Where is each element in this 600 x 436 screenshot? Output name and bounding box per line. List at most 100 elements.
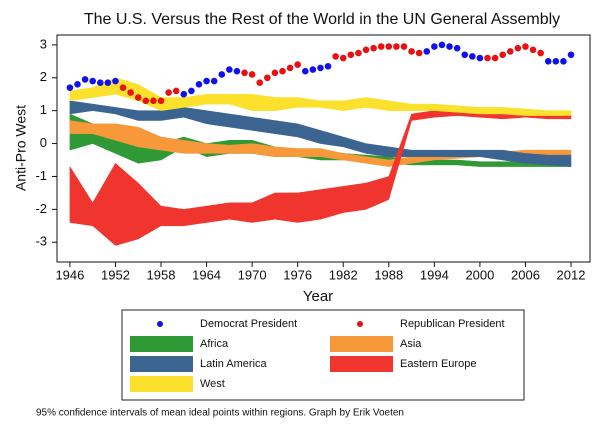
president-point bbox=[476, 54, 484, 62]
president-point bbox=[446, 43, 453, 50]
president-point bbox=[499, 51, 506, 59]
plot-frame bbox=[56, 34, 591, 263]
president-point bbox=[66, 84, 74, 91]
y-tick-label: 1 bbox=[40, 102, 47, 117]
legend-symbol bbox=[157, 321, 163, 327]
legend-symbol bbox=[330, 336, 393, 352]
president-point bbox=[172, 87, 180, 95]
confidence-band bbox=[69, 77, 572, 116]
president-point bbox=[233, 67, 241, 75]
president-point bbox=[271, 69, 279, 77]
president-point bbox=[96, 79, 104, 87]
legend-symbol bbox=[357, 321, 363, 327]
y-tick-label: -3 bbox=[35, 234, 47, 249]
president-point bbox=[165, 89, 172, 96]
y-tick-label: 2 bbox=[40, 69, 47, 84]
president-point bbox=[362, 46, 370, 54]
president-point bbox=[264, 74, 271, 82]
president-point bbox=[431, 43, 438, 50]
president-point bbox=[347, 51, 355, 59]
legend-label: Eastern Europe bbox=[400, 358, 476, 370]
x-tick-label: 1958 bbox=[147, 267, 176, 282]
x-tick-label: 1994 bbox=[420, 267, 449, 282]
president-point bbox=[415, 49, 423, 57]
president-point bbox=[567, 51, 575, 59]
legend-symbol bbox=[130, 376, 193, 392]
x-tick-label: 1976 bbox=[283, 267, 312, 282]
president-point bbox=[104, 79, 112, 87]
president-point bbox=[241, 69, 248, 77]
legend-label: Latin America bbox=[200, 358, 268, 370]
president-point bbox=[552, 58, 560, 65]
president-point bbox=[324, 62, 332, 70]
president-point bbox=[309, 66, 317, 73]
president-point bbox=[332, 53, 339, 60]
x-tick-label: 1970 bbox=[238, 267, 267, 282]
president-point bbox=[370, 44, 377, 52]
x-tick-label: 1988 bbox=[374, 267, 403, 282]
legend-label: Democrat President bbox=[200, 318, 297, 330]
president-point bbox=[339, 54, 347, 62]
president-point bbox=[89, 77, 96, 85]
legend-label: West bbox=[200, 378, 225, 390]
president-point bbox=[157, 97, 165, 105]
president-point bbox=[286, 64, 294, 72]
legend-label: Republican President bbox=[400, 318, 505, 330]
president-point bbox=[393, 43, 400, 50]
president-point bbox=[484, 54, 491, 62]
president-point bbox=[438, 41, 446, 49]
president-point bbox=[408, 48, 415, 55]
legend-box bbox=[121, 309, 525, 401]
president-point bbox=[188, 87, 195, 95]
president-point bbox=[537, 49, 544, 57]
president-point bbox=[127, 89, 134, 96]
president-point bbox=[142, 97, 150, 105]
president-point bbox=[294, 61, 301, 68]
x-tick-label: 1952 bbox=[101, 267, 130, 282]
president-point bbox=[248, 71, 256, 78]
president-point bbox=[226, 66, 233, 73]
legend-symbol bbox=[130, 356, 193, 372]
president-point bbox=[529, 46, 537, 54]
president-point bbox=[506, 48, 514, 55]
president-point bbox=[514, 44, 522, 52]
y-tick-label: -1 bbox=[35, 168, 47, 183]
president-point bbox=[469, 53, 476, 60]
x-tick-label: 1964 bbox=[192, 267, 221, 282]
president-point bbox=[218, 71, 226, 78]
y-tick-label: 0 bbox=[40, 135, 47, 150]
president-point bbox=[134, 94, 142, 101]
legend-label: Africa bbox=[200, 338, 229, 350]
president-point bbox=[74, 81, 81, 88]
president-point bbox=[279, 67, 286, 75]
president-point bbox=[544, 58, 552, 65]
x-tick-label: 2012 bbox=[557, 267, 586, 282]
president-point bbox=[210, 77, 218, 85]
chart-title: The U.S. Versus the Rest of the World in… bbox=[84, 11, 560, 28]
president-point bbox=[317, 64, 324, 72]
president-point bbox=[453, 44, 461, 52]
x-axis-label: Year bbox=[303, 288, 333, 305]
president-point bbox=[301, 67, 309, 75]
president-point bbox=[256, 79, 264, 87]
x-tick-label: 1982 bbox=[329, 267, 358, 282]
confidence-band bbox=[69, 100, 572, 167]
x-tick-label: 2000 bbox=[465, 267, 494, 282]
x-tick-label: 1946 bbox=[55, 267, 84, 282]
president-point bbox=[81, 76, 89, 83]
president-point bbox=[180, 90, 188, 98]
y-axis-label: Anti-Pro West bbox=[13, 105, 29, 191]
president-point bbox=[423, 48, 431, 55]
president-point bbox=[377, 43, 385, 50]
president-point bbox=[491, 54, 499, 62]
president-point bbox=[461, 51, 469, 59]
president-point bbox=[119, 84, 127, 91]
president-point bbox=[400, 43, 408, 50]
president-point bbox=[150, 97, 157, 105]
legend-label: Asia bbox=[400, 338, 422, 350]
legend-symbol bbox=[330, 356, 393, 372]
confidence-band bbox=[69, 110, 572, 246]
y-tick-label: -2 bbox=[35, 201, 47, 216]
president-point bbox=[522, 43, 529, 50]
